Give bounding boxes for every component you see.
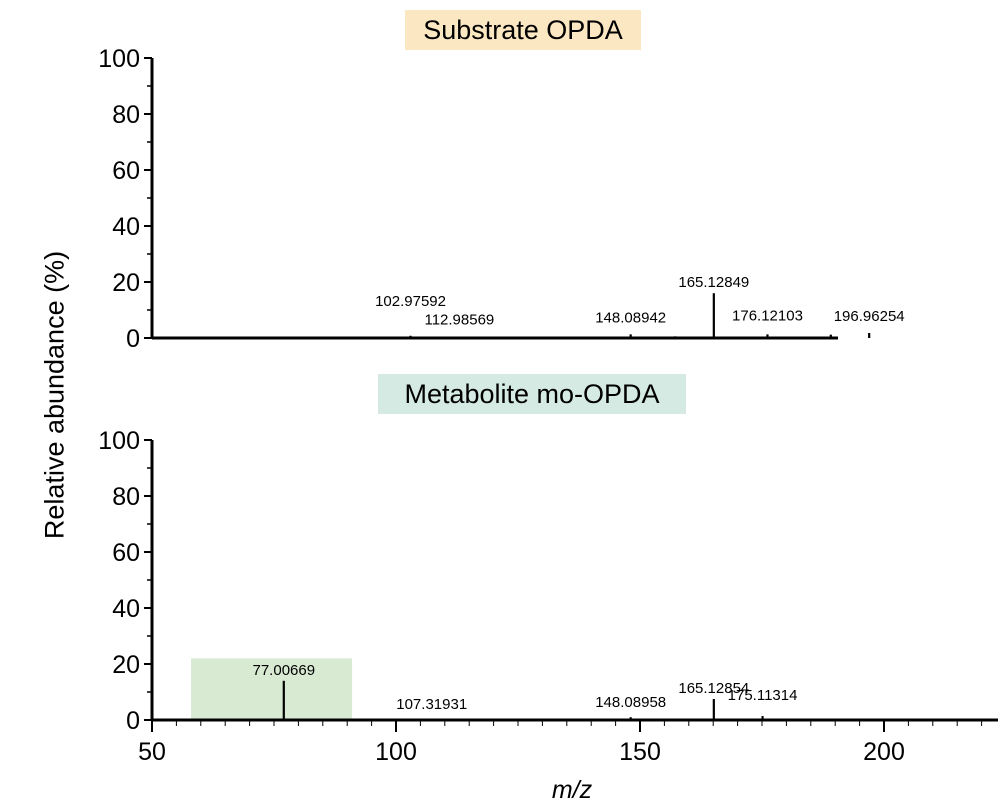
y-tick-label: 100 (98, 427, 140, 455)
y-tick-label: 0 (126, 707, 140, 735)
panel-title-substrate: Substrate OPDA (423, 15, 623, 45)
y-tick-label: 40 (112, 213, 140, 241)
x-axis-label: m/z (551, 776, 593, 804)
y-tick-label: 20 (112, 651, 140, 679)
peak-label: 196.96254 (834, 308, 905, 325)
peak-label: 112.98569 (424, 312, 494, 329)
y-tick-label: 60 (112, 157, 140, 185)
peak-label: 176.12103 (732, 307, 803, 324)
peak-label: 175.11314 (728, 687, 798, 704)
y-tick-label: 0 (126, 325, 140, 353)
peak-label: 107.31931 (396, 696, 467, 713)
y-tick-label: 40 (112, 595, 140, 623)
peak-label: 148.08942 (595, 309, 666, 326)
y-tick-label: 60 (112, 539, 140, 567)
y-tick-label: 100 (98, 45, 140, 73)
highlight-region (191, 658, 353, 720)
panel-title-metabolite: Metabolite mo-OPDA (404, 379, 660, 409)
title-background (378, 374, 686, 414)
x-tick-label: 50 (138, 738, 166, 766)
title-background (405, 10, 641, 50)
peak-label: 77.00669 (253, 662, 316, 679)
peak-label: 165.12854 (678, 680, 749, 697)
y-tick-label: 80 (112, 483, 140, 511)
peak-label: 165.12849 (678, 274, 749, 291)
x-tick-label: 150 (619, 738, 661, 766)
y-tick-label: 80 (112, 101, 140, 129)
peak-label: 102.97592 (375, 293, 446, 310)
y-tick-label: 20 (112, 269, 140, 297)
y-axis-label: Relative abundance (%) (39, 250, 70, 540)
spectrum-panel-metabolite: 02040608010050100150200250300350291.1965… (98, 374, 998, 766)
spectrum-panel-substrate: 020406080100291.19675165.12849247.206802… (98, 10, 905, 353)
x-tick-label: 100 (375, 738, 417, 766)
peak-label: 148.08958 (595, 694, 666, 711)
x-tick-label: 200 (863, 738, 905, 766)
